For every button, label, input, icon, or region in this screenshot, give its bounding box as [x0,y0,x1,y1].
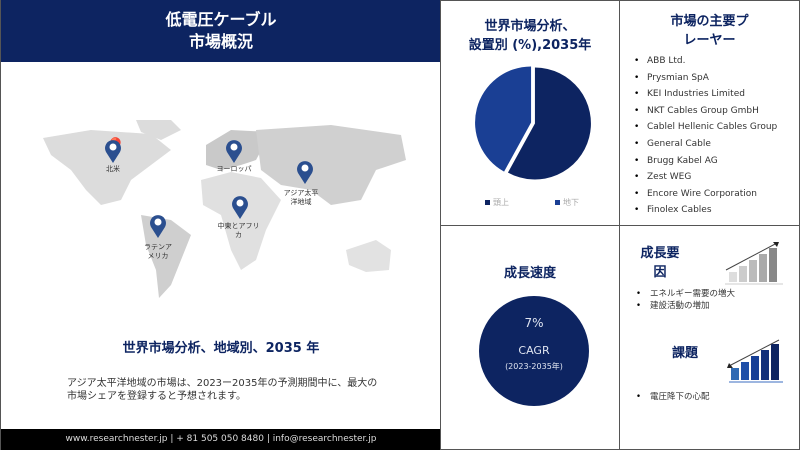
decline-chart-icon [727,339,783,383]
list-item: KEI Industries Limited [634,86,777,103]
list-item: Cablel Hellenic Cables Group [634,119,777,136]
list-item: 電圧降下の心配 [636,391,710,403]
cagr-period: (2023-2035年) [505,362,563,371]
pin-icon[interactable] [297,161,313,184]
growth-chart-icon [725,242,783,285]
region-label-north-america: 北米 [106,165,120,173]
list-item: Brugg Kabel AG [634,153,777,170]
regional-title: 世界市場分析、地域別、2035 年 [122,341,320,356]
map-pins [105,140,313,238]
list-item: Prysmian SpA [634,70,777,87]
players-title: 市場の主要プ レーヤー [670,14,749,48]
players-panel: 市場の主要プ レーヤー ABB Ltd.Prysmian SpAKEI Indu… [619,0,800,226]
pie-slice-1 [475,66,532,172]
list-item: Encore Wire Corporation [634,186,777,203]
list-item: エネルギー需要の増大 [636,288,735,300]
legend-item: 地下 [555,197,579,208]
cagr-value: 7% [524,316,544,330]
region-label-mea: 中東とアフリカ [217,222,260,239]
drivers-panel: 成長要 因 エネルギー需要の増大建設活動の増加 課題 電圧降下の心配 [619,225,800,450]
list-item: NKT Cables Group GmbH [634,103,777,120]
pin-icon[interactable] [226,140,242,163]
page-title: 低電圧ケーブル 市場概況 [1,0,441,62]
challenges-list: 電圧降下の心配 [636,391,710,403]
growth-panel: 成長速度 7% CAGR (2023-2035年) [440,225,620,450]
pie-chart [475,66,591,180]
legend-item: 頭上 [485,197,509,208]
drivers-list: エネルギー需要の増大建設活動の増加 [636,288,735,312]
segment-title: 世界市場分析、 設置別 (%),2035年 [468,19,592,53]
pin-icon[interactable] [105,140,121,163]
growth-title: 成長速度 [503,266,556,281]
list-item: 建設活動の増加 [636,300,735,312]
region-label-asia-pacific: アジア太平洋地域 [283,189,319,206]
players-list: ABB Ltd.Prysmian SpAKEI Industries Limit… [634,53,777,219]
footer-contact: www.researchnester.jp | + 81 505 050 848… [1,429,441,450]
regional-description: アジア太平洋地域の市場は、2023ー2035年の予測期間中に、最大の市場シェアを… [67,378,378,402]
pin-icon[interactable] [232,196,248,219]
region-label-europe: ヨーロッパ [216,165,252,173]
cagr-label: CAGR [518,344,550,357]
list-item: General Cable [634,136,777,153]
list-item: ABB Ltd. [634,53,777,70]
challenges-title: 課題 [671,346,698,361]
cagr-circle: 7% CAGR (2023-2035年) [479,296,589,406]
list-item: Finolex Cables [634,202,777,219]
pin-icon[interactable] [150,215,166,238]
region-label-latam: ラテンアメリカ [144,243,172,260]
world-map: 📍 [31,120,411,320]
legend-swatch [555,200,560,205]
segment-panel: 世界市場分析、 設置別 (%),2035年 頭上 地下 [440,0,620,226]
legend-swatch [485,200,490,205]
pie-slice-0 [507,67,591,180]
drivers-title: 成長要 因 [640,246,680,280]
left-panel: 低電圧ケーブル 市場概況 📍 北米 ヨーロッパ アジア太平洋地域 中東とアフリカ… [0,0,441,450]
list-item: Zest WEG [634,169,777,186]
